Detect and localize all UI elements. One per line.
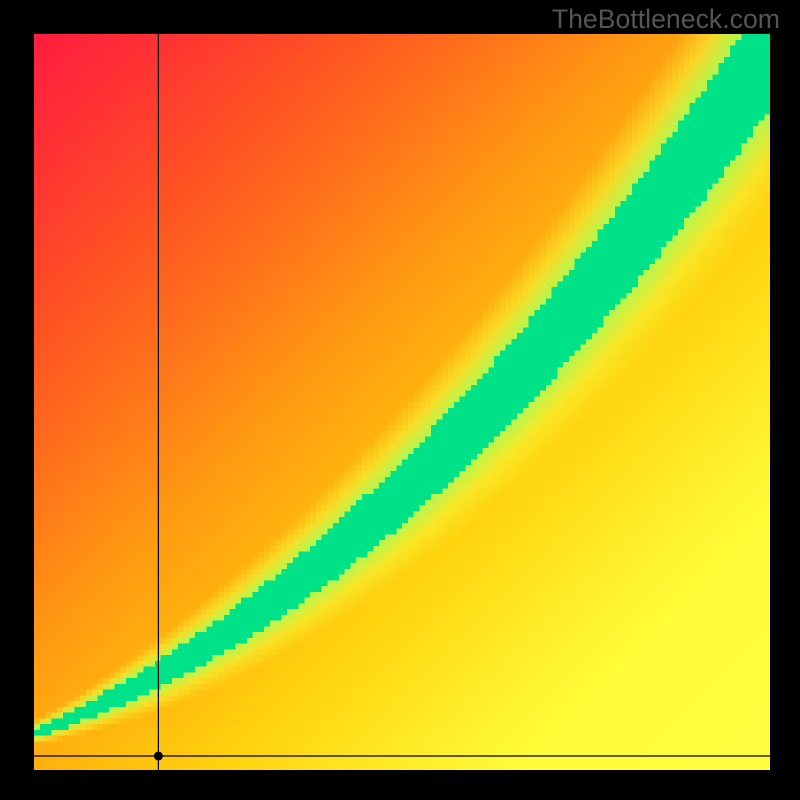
bottleneck-heatmap xyxy=(34,34,770,770)
watermark-text: TheBottleneck.com xyxy=(552,4,780,35)
chart-container: TheBottleneck.com xyxy=(0,0,800,800)
